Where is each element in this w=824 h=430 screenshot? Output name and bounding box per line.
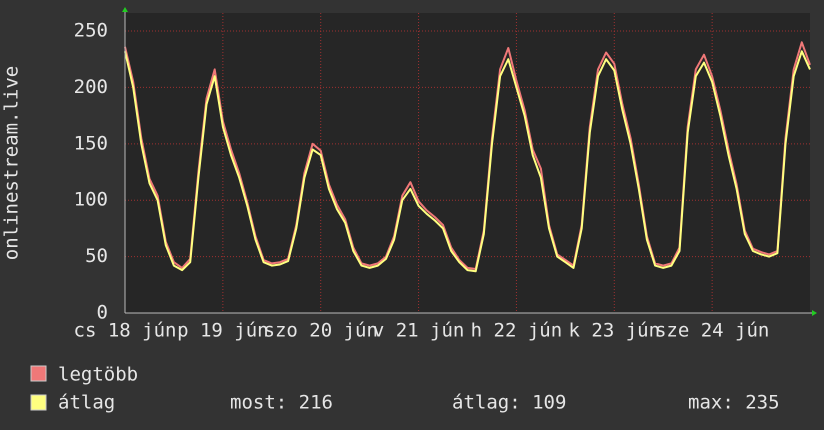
legend-label: legtöbb	[58, 364, 138, 386]
lines	[124, 41, 811, 273]
x-arrow	[812, 310, 817, 316]
x-tick-label: p 19 jún	[177, 320, 269, 342]
y-tick-label: 150	[74, 132, 108, 154]
y-tick-label: 200	[74, 76, 108, 98]
plot-area	[125, 13, 810, 313]
y-arrow	[122, 7, 128, 12]
x-tick-label: szo 20 jún	[264, 320, 378, 342]
legend-label: átlag	[58, 392, 115, 414]
series-line	[124, 50, 811, 273]
stat-average: átlag: 109	[452, 392, 566, 414]
series-line	[124, 41, 811, 270]
x-tick-label: h 22 jún	[471, 320, 563, 342]
grid	[124, 13, 810, 314]
x-tick-label: sze 24 jún	[655, 320, 769, 342]
legend-swatch	[30, 365, 47, 382]
legend-swatch	[30, 394, 47, 411]
stat-max: max: 235	[688, 392, 780, 414]
y-tick-label: 250	[74, 20, 108, 42]
x-tick-label: k 23 jún	[569, 320, 661, 342]
y-axis-label: onlinestream.live	[1, 66, 23, 260]
y-tick-label: 0	[97, 302, 108, 324]
x-tick-label: v 21 jún	[373, 320, 465, 342]
y-tick-label: 100	[74, 189, 108, 211]
stat-current: most: 216	[230, 392, 333, 414]
x-tick-label: cs 18 jún	[74, 320, 177, 342]
y-tick-label: 50	[85, 245, 108, 267]
